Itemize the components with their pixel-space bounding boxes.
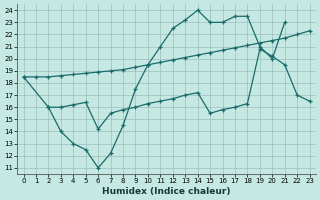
- X-axis label: Humidex (Indice chaleur): Humidex (Indice chaleur): [102, 187, 231, 196]
